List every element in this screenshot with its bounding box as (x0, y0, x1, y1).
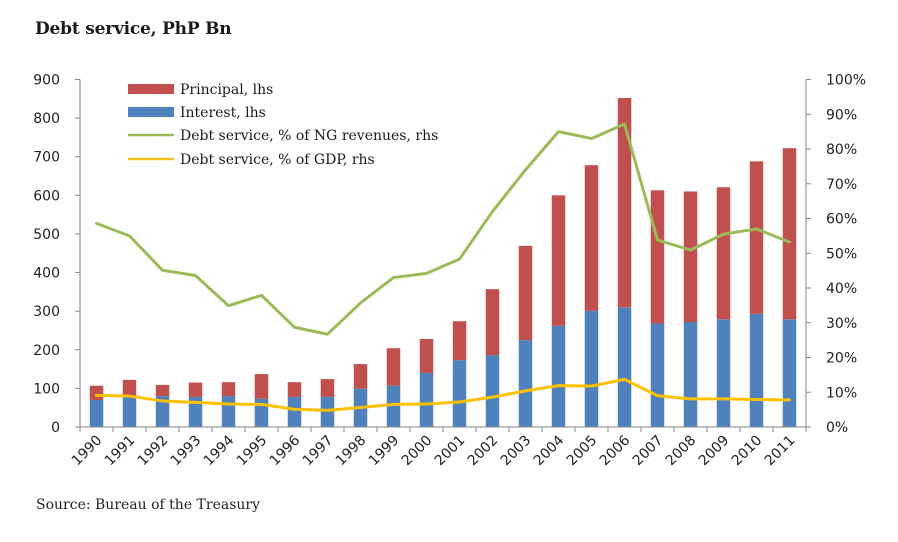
bar-interest-2001 (452, 360, 467, 427)
left-tick-label-800: 800 (33, 111, 60, 127)
bar-principal-2002 (485, 289, 500, 356)
bars-group (89, 98, 797, 428)
left-tick-label-200: 200 (33, 343, 60, 359)
bar-principal-2008 (683, 191, 698, 322)
left-tick-label-600: 600 (33, 188, 60, 204)
bar-interest-1990 (89, 399, 104, 427)
line-ng-revenues-share (95, 122, 791, 336)
right-tick-label-20: 20% (826, 351, 857, 367)
x-tick-label-1992: 1992 (135, 433, 172, 470)
bar-principal-2007 (650, 190, 665, 324)
bar-principal-2009 (716, 187, 731, 320)
source-note: Source: Bureau of the Treasury (36, 497, 261, 513)
left-tick-label-500: 500 (33, 227, 60, 243)
bar-interest-2009 (716, 319, 731, 427)
right-tick-label-50: 50% (826, 246, 857, 262)
x-tick-label-1999: 1999 (366, 433, 403, 470)
bar-interest-2006 (617, 307, 632, 427)
bar-principal-1996 (287, 382, 302, 397)
bar-principal-1999 (386, 348, 401, 386)
chart-title: Debt service, PhP Bn (35, 19, 232, 39)
left-tick-label-700: 700 (33, 150, 60, 166)
x-tick-label-2009: 2009 (696, 433, 733, 470)
x-tick-label-2003: 2003 (498, 433, 535, 470)
bar-principal-1995 (254, 374, 269, 399)
bar-interest-2010 (749, 313, 764, 427)
x-tick-label-2005: 2005 (564, 433, 601, 470)
x-tick-label-1998: 1998 (333, 433, 370, 470)
left-tick-label-300: 300 (33, 304, 60, 320)
right-tick-label-0: 0% (826, 420, 848, 436)
line-gdp-share (95, 377, 791, 412)
x-tick-label-1996: 1996 (267, 432, 304, 469)
bar-principal-2010 (749, 161, 764, 314)
bar-interest-1991 (122, 396, 137, 427)
bar-interest-2007 (650, 323, 665, 427)
x-tick-label-1995: 1995 (234, 433, 271, 470)
x-tick-label-2011: 2011 (762, 433, 799, 470)
bar-interest-1992 (155, 396, 170, 427)
bar-principal-2000 (419, 338, 434, 373)
bar-principal-1997 (320, 379, 335, 397)
bar-interest-2004 (551, 325, 566, 427)
x-tick-label-2006: 2006 (597, 432, 634, 469)
right-tick-label-100: 100% (826, 73, 866, 89)
bar-interest-2011 (782, 319, 797, 427)
bar-principal-1993 (188, 382, 203, 397)
bar-interest-2008 (683, 321, 698, 427)
bar-principal-2001 (452, 321, 467, 361)
bar-principal-1991 (122, 379, 137, 397)
bar-principal-1994 (221, 382, 236, 397)
bar-interest-1997 (320, 396, 335, 427)
x-tick-label-1997: 1997 (300, 433, 337, 470)
bar-interest-2002 (485, 355, 500, 427)
x-tick-label-1990: 1990 (69, 433, 106, 470)
legend-principal-label: Principal, lhs (180, 82, 273, 98)
x-tick-label-1991: 1991 (102, 433, 139, 470)
x-tick-label-2010: 2010 (729, 433, 766, 470)
x-tick-label-2004: 2004 (531, 432, 568, 469)
right-tick-label-30: 30% (826, 316, 857, 332)
x-tick-label-2001: 2001 (432, 433, 469, 470)
bar-principal-2006 (617, 98, 632, 308)
left-tick-label-900: 900 (33, 73, 60, 89)
right-tick-label-40: 40% (826, 281, 857, 297)
left-tick-label-100: 100 (33, 381, 60, 397)
right-tick-label-60: 60% (826, 212, 857, 228)
x-tick-label-1993: 1993 (168, 433, 205, 470)
x-tick-label-2007: 2007 (630, 433, 667, 470)
x-tick-label-2002: 2002 (465, 433, 502, 470)
left-tick-label-0: 0 (51, 420, 60, 436)
legend-ng-revenues-label: Debt service, % of NG revenues, rhs (180, 128, 438, 144)
x-tick-label-2000: 2000 (399, 433, 436, 470)
bar-principal-1990 (89, 385, 104, 400)
bar-principal-1998 (353, 364, 368, 389)
right-tick-label-90: 90% (826, 107, 857, 123)
lines-group (95, 122, 791, 412)
bar-interest-2005 (584, 310, 599, 427)
bar-interest-2000 (419, 372, 434, 427)
legend-interest-label: Interest, lhs (180, 105, 266, 121)
bar-principal-1992 (155, 384, 170, 397)
x-tick-label-2008: 2008 (663, 433, 700, 470)
x-tick-label-1994: 1994 (201, 432, 238, 469)
bar-principal-2011 (782, 148, 797, 320)
legend-gdp-label: Debt service, % of GDP, rhs (180, 152, 375, 168)
bar-interest-1999 (386, 385, 401, 427)
bar-interest-2003 (518, 340, 533, 428)
legend-interest-swatch (128, 107, 174, 117)
right-tick-label-10: 10% (826, 385, 857, 401)
bar-interest-1993 (188, 396, 203, 427)
bar-principal-2005 (584, 165, 599, 311)
right-tick-label-80: 80% (826, 142, 857, 158)
left-tick-label-400: 400 (33, 266, 60, 282)
right-tick-label-70: 70% (826, 177, 857, 193)
bar-interest-1994 (221, 396, 236, 427)
legend: Principal, lhs Interest, lhs Debt service,… (128, 82, 438, 168)
bar-interest-1996 (287, 396, 302, 427)
bar-principal-2004 (551, 195, 566, 326)
legend-principal-swatch (128, 84, 174, 94)
bar-principal-2003 (518, 245, 533, 341)
